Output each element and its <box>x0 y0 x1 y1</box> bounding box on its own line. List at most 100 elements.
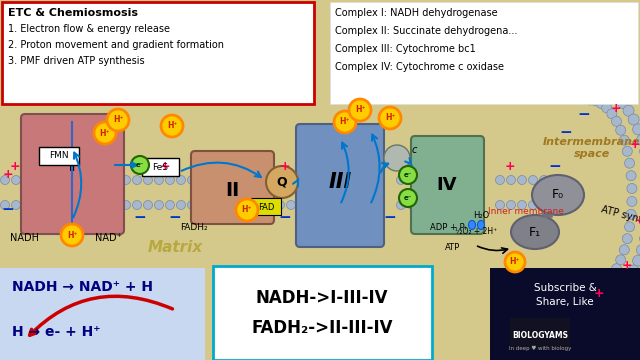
Text: +: + <box>130 161 140 174</box>
Circle shape <box>408 175 417 184</box>
Text: ½O₂ + 2H⁺: ½O₂ + 2H⁺ <box>455 228 497 237</box>
Circle shape <box>1 201 10 210</box>
Text: FADH₂->II-III-IV: FADH₂->II-III-IV <box>252 319 393 337</box>
Bar <box>2 2 314 104</box>
Circle shape <box>626 171 636 181</box>
Text: ADP + Pᵢ: ADP + Pᵢ <box>430 224 466 233</box>
Circle shape <box>611 264 621 274</box>
Text: NADH->I-III-IV: NADH->I-III-IV <box>256 289 388 307</box>
Circle shape <box>627 184 637 194</box>
Text: FeS: FeS <box>152 162 168 171</box>
Circle shape <box>602 277 612 287</box>
Circle shape <box>598 297 609 307</box>
Text: +: + <box>3 168 13 181</box>
Circle shape <box>161 115 183 137</box>
Circle shape <box>618 98 628 109</box>
Circle shape <box>591 299 602 310</box>
Circle shape <box>623 274 634 285</box>
Text: NADH: NADH <box>10 233 39 243</box>
Circle shape <box>1 175 10 184</box>
Circle shape <box>628 265 639 276</box>
Circle shape <box>399 189 417 207</box>
Circle shape <box>143 175 152 184</box>
Circle shape <box>529 201 538 210</box>
Circle shape <box>287 175 296 184</box>
Bar <box>330 2 638 104</box>
Text: +: + <box>505 161 515 174</box>
Circle shape <box>596 99 606 108</box>
Text: Complex II: Succinate dehydrogena...: Complex II: Succinate dehydrogena... <box>335 26 517 36</box>
Circle shape <box>397 201 406 210</box>
Text: H⁺: H⁺ <box>509 257 520 266</box>
Bar <box>0 104 640 314</box>
Circle shape <box>518 201 527 210</box>
Circle shape <box>177 175 186 184</box>
Circle shape <box>287 201 296 210</box>
Circle shape <box>602 103 612 113</box>
Circle shape <box>620 245 629 255</box>
Text: 3. PMF driven ATP synthesis: 3. PMF driven ATP synthesis <box>8 56 145 66</box>
Text: e⁻: e⁻ <box>136 162 144 168</box>
Text: −: − <box>577 107 590 122</box>
Text: IV: IV <box>436 176 457 194</box>
Text: H⁺: H⁺ <box>340 117 350 126</box>
Circle shape <box>12 175 20 184</box>
Text: e⁻: e⁻ <box>404 195 412 201</box>
Circle shape <box>591 284 601 294</box>
Text: 2. Proton movement and gradient formation: 2. Proton movement and gradient formatio… <box>8 40 224 50</box>
Text: +: + <box>160 161 170 174</box>
Text: FMN: FMN <box>49 152 69 161</box>
Text: −: − <box>134 211 147 225</box>
Circle shape <box>585 285 595 295</box>
Circle shape <box>349 99 371 121</box>
Text: 1. Electron flow & energy release: 1. Electron flow & energy release <box>8 24 170 34</box>
Text: +: + <box>635 215 640 228</box>
Circle shape <box>266 166 298 198</box>
Circle shape <box>591 96 601 106</box>
Circle shape <box>107 109 129 131</box>
Text: II: II <box>225 180 239 199</box>
Circle shape <box>623 105 634 116</box>
Text: F₀: F₀ <box>552 189 564 202</box>
FancyBboxPatch shape <box>213 266 432 360</box>
Text: Complex III: Cytochrome bc1: Complex III: Cytochrome bc1 <box>335 44 476 54</box>
FancyBboxPatch shape <box>21 114 124 234</box>
Circle shape <box>618 282 628 292</box>
Text: +: + <box>594 287 604 300</box>
Circle shape <box>397 175 406 184</box>
Circle shape <box>166 201 175 210</box>
Circle shape <box>628 114 639 125</box>
Circle shape <box>188 201 196 210</box>
Text: In deep ♥ with biology: In deep ♥ with biology <box>509 345 571 351</box>
Circle shape <box>495 175 504 184</box>
Text: −: − <box>383 211 396 225</box>
Circle shape <box>611 288 623 299</box>
Circle shape <box>625 222 635 232</box>
Circle shape <box>154 175 163 184</box>
Circle shape <box>408 201 417 210</box>
Circle shape <box>625 158 635 168</box>
Text: Complex IV: Cytochrome c oxidase: Complex IV: Cytochrome c oxidase <box>335 62 504 72</box>
Circle shape <box>384 145 410 171</box>
Bar <box>510 318 570 350</box>
Circle shape <box>94 122 116 144</box>
Circle shape <box>379 107 401 129</box>
Text: e⁻: e⁻ <box>404 172 412 178</box>
Circle shape <box>505 252 525 272</box>
Text: +: + <box>10 161 20 174</box>
Circle shape <box>122 175 131 184</box>
Circle shape <box>12 201 20 210</box>
Circle shape <box>334 111 356 133</box>
Circle shape <box>132 175 141 184</box>
Text: NAD⁺: NAD⁺ <box>95 233 122 243</box>
Circle shape <box>132 201 141 210</box>
Circle shape <box>61 224 83 246</box>
Circle shape <box>131 156 149 174</box>
Text: Q: Q <box>276 175 287 189</box>
Circle shape <box>122 201 131 210</box>
Circle shape <box>495 201 504 210</box>
Bar <box>490 268 640 360</box>
FancyBboxPatch shape <box>142 158 179 176</box>
Circle shape <box>540 201 548 210</box>
Circle shape <box>584 300 595 310</box>
